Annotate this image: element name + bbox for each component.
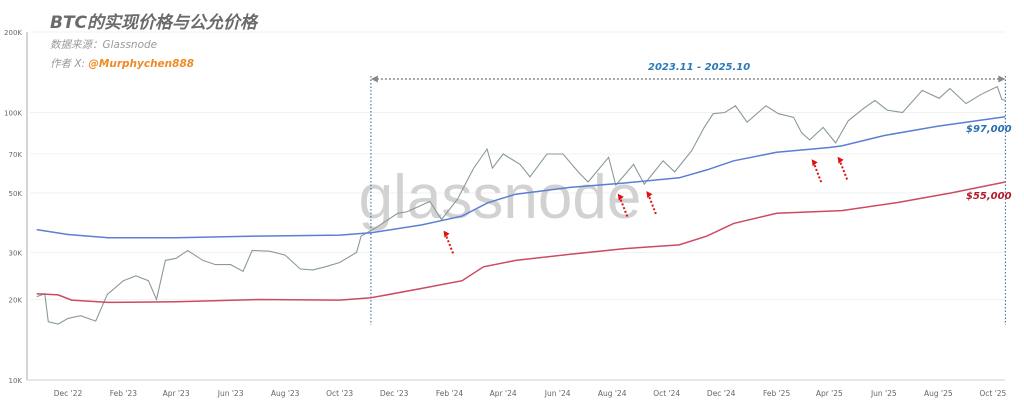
x-tick-label: Aug '24: [598, 389, 627, 398]
x-tick-label: Dec '23: [380, 389, 409, 398]
red-arrow-shaft: [445, 236, 455, 255]
red-arrow-head: [837, 156, 844, 164]
x-tick-label: Aug '23: [271, 389, 300, 398]
x-tick-label: Feb '24: [436, 389, 463, 398]
x-tick-label: Aug '25: [924, 389, 953, 398]
range-arrow-right: [998, 75, 1006, 83]
y-tick-label: 50K: [9, 190, 23, 198]
x-tick-label: Jun '24: [544, 389, 571, 398]
x-axis: Dec '22 Feb '23 Apr '23 Jun '23 Aug '23 Oct '…: [27, 379, 1007, 398]
x-tick-label: Dec '22: [54, 389, 83, 398]
grid: [30, 31, 1005, 300]
red-arrow-head: [443, 230, 450, 238]
y-tick-label: 100K: [4, 110, 22, 118]
price-line: [36, 85, 1006, 325]
y-tick-label: 20K: [9, 296, 23, 304]
x-tick-label: Oct '25: [979, 389, 1006, 398]
author-label: 作者 X: @Murphychen888: [50, 56, 194, 71]
author-prefix: 作者 X:: [50, 58, 86, 70]
y-tick-label: 10K: [9, 377, 23, 385]
red-arrow-shaft: [813, 164, 823, 184]
author-handle: @Murphychen888: [88, 58, 195, 70]
annotations: [370, 75, 1006, 325]
red-arrow-shaft: [839, 162, 849, 182]
y-tick-label: 200K: [4, 29, 22, 37]
x-tick-label: Feb '25: [763, 389, 790, 398]
y-axis: 10K 20K 30K 50K 70K 100K 200K: [4, 29, 28, 385]
red-arrow-head: [617, 193, 624, 201]
x-tick-label: Apr '24: [490, 389, 517, 398]
y-tick-label: 30K: [9, 249, 23, 257]
blue-end-label: $97,000: [966, 124, 1012, 135]
x-tick-label: Dec '24: [707, 389, 736, 398]
x-tick-label: Apr '25: [816, 389, 843, 398]
red-line: [36, 181, 1006, 304]
x-tick-label: Oct '23: [326, 389, 353, 398]
x-tick-label: Jun '25: [870, 389, 897, 398]
y-tick-label: 70K: [9, 151, 23, 159]
red-arrow-shaft: [619, 199, 629, 219]
x-tick-label: Feb '23: [110, 389, 137, 398]
red-arrow-head: [811, 159, 818, 167]
blue-line: [36, 115, 1006, 239]
range-label: 2023.11 - 2025.10: [648, 62, 751, 73]
x-tick-label: Jun '23: [217, 389, 244, 398]
red-arrow-shaft: [648, 196, 658, 216]
x-tick-label: Oct '24: [653, 389, 680, 398]
red-arrow-head: [646, 191, 653, 199]
chart-title: BTC的实现价格与公允价格: [50, 13, 258, 33]
x-tick-label: Apr '23: [163, 389, 190, 398]
source-label: 数据来源：Glassnode: [50, 39, 158, 51]
range-arrow-left: [370, 75, 378, 83]
arrows: [443, 156, 849, 255]
red-end-label: $55,000: [966, 191, 1012, 202]
watermark: glassnode: [359, 163, 642, 232]
